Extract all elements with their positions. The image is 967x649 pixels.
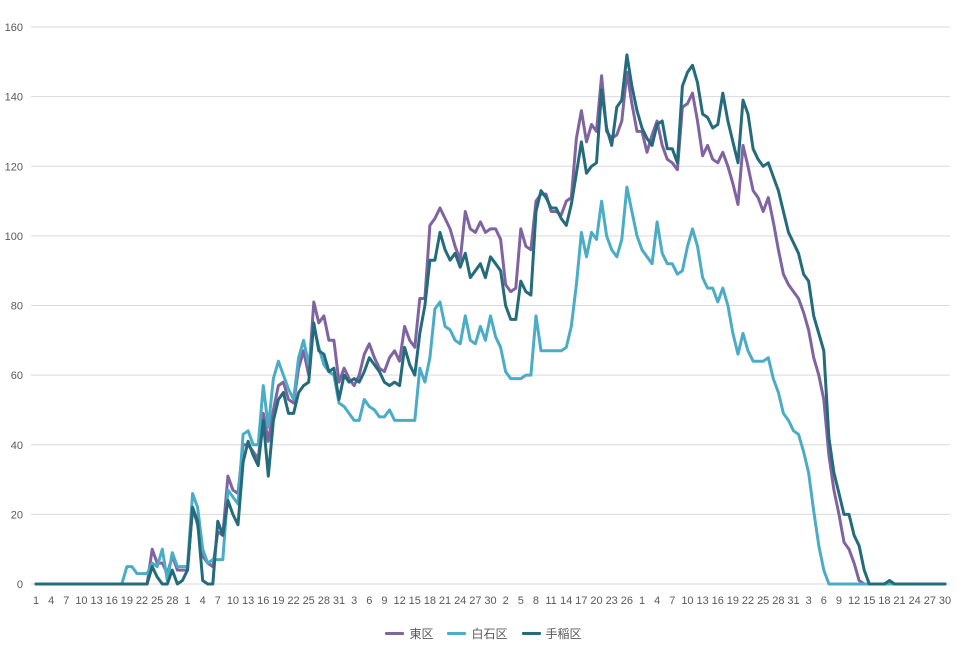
legend-swatch-teine xyxy=(521,631,541,635)
x-tick-label: 9 xyxy=(381,595,387,607)
x-tick-label: 17 xyxy=(575,595,587,607)
legend: 東区 白石区 手稲区 xyxy=(0,623,967,643)
x-tick-label: 25 xyxy=(757,595,769,607)
x-tick-label: 10 xyxy=(75,595,87,607)
x-tick-label: 5 xyxy=(518,595,524,607)
legend-item-higashi: 東区 xyxy=(385,625,433,642)
x-tick-label: 10 xyxy=(681,595,693,607)
x-tick-label: 7 xyxy=(215,595,221,607)
x-tick-label: 3 xyxy=(351,595,357,607)
y-tick-label: 40 xyxy=(11,440,23,452)
y-tick-label: 140 xyxy=(5,92,23,104)
x-tick-label: 30 xyxy=(939,595,951,607)
x-tick-label: 21 xyxy=(439,595,451,607)
x-tick-label: 25 xyxy=(151,595,163,607)
x-tick-label: 22 xyxy=(287,595,299,607)
y-tick-label: 0 xyxy=(17,579,23,591)
x-tick-label: 13 xyxy=(242,595,254,607)
legend-swatch-shiroishi xyxy=(447,631,467,635)
x-tick-label: 24 xyxy=(454,595,466,607)
x-tick-label: 25 xyxy=(303,595,315,607)
y-tick-label: 20 xyxy=(11,509,23,521)
x-tick-label: 28 xyxy=(772,595,784,607)
x-tick-label: 21 xyxy=(893,595,905,607)
x-tick-label: 7 xyxy=(63,595,69,607)
legend-swatch-higashi xyxy=(385,631,405,635)
legend-item-shiroishi: 白石区 xyxy=(447,625,508,642)
legend-item-teine: 手稲区 xyxy=(521,625,582,642)
x-tick-label: 3 xyxy=(806,595,812,607)
series-line-higashi xyxy=(34,70,947,586)
y-tick-label: 160 xyxy=(5,22,23,34)
x-tick-label: 27 xyxy=(924,595,936,607)
x-tick-label: 10 xyxy=(227,595,239,607)
x-tick-label: 6 xyxy=(821,595,827,607)
x-tick-label: 18 xyxy=(878,595,890,607)
x-tick-label: 19 xyxy=(727,595,739,607)
x-tick-label: 2 xyxy=(503,595,509,607)
x-tick-label: 22 xyxy=(742,595,754,607)
x-tick-label: 26 xyxy=(621,595,633,607)
x-tick-label: 13 xyxy=(90,595,102,607)
legend-label-teine: 手稲区 xyxy=(545,626,582,641)
x-tick-label: 30 xyxy=(484,595,496,607)
x-tick-label: 4 xyxy=(48,595,54,607)
x-tick-label: 12 xyxy=(393,595,405,607)
series-lines xyxy=(34,53,947,586)
y-axis-ticks: 0 20 40 60 80 100 120 140 160 xyxy=(5,22,23,591)
x-tick-label: 8 xyxy=(533,595,539,607)
x-tick-label: 1 xyxy=(184,595,190,607)
series-line-teine xyxy=(34,53,947,586)
y-tick-label: 60 xyxy=(11,370,23,382)
x-tick-label: 19 xyxy=(121,595,133,607)
x-tick-label: 13 xyxy=(696,595,708,607)
x-tick-label: 28 xyxy=(318,595,330,607)
x-tick-label: 28 xyxy=(166,595,178,607)
x-tick-label: 1 xyxy=(33,595,39,607)
x-tick-label: 4 xyxy=(200,595,206,607)
y-tick-label: 120 xyxy=(5,161,23,173)
x-tick-label: 31 xyxy=(787,595,799,607)
x-tick-label: 4 xyxy=(654,595,660,607)
x-tick-label: 31 xyxy=(333,595,345,607)
legend-label-higashi: 東区 xyxy=(409,626,434,641)
x-tick-label: 15 xyxy=(863,595,875,607)
x-tick-label: 1 xyxy=(639,595,645,607)
x-tick-label: 19 xyxy=(272,595,284,607)
x-tick-label: 18 xyxy=(424,595,436,607)
x-tick-label: 22 xyxy=(136,595,148,607)
x-tick-label: 12 xyxy=(848,595,860,607)
y-tick-label: 100 xyxy=(5,231,23,243)
x-tick-label: 24 xyxy=(909,595,921,607)
x-tick-label: 16 xyxy=(712,595,724,607)
x-tick-label: 14 xyxy=(560,595,572,607)
x-tick-label: 20 xyxy=(590,595,602,607)
x-tick-label: 6 xyxy=(366,595,372,607)
y-tick-label: 80 xyxy=(11,301,23,313)
x-tick-label: 23 xyxy=(606,595,618,607)
x-tick-label: 11 xyxy=(545,595,556,607)
x-tick-label: 27 xyxy=(469,595,481,607)
x-axis-ticks: 1 4 7 10 13 16 19 22 25 28 1 4 7 10 13 16 19 22 25 28 31 3 6 9 1… xyxy=(33,595,951,607)
x-tick-label: 9 xyxy=(836,595,842,607)
x-tick-label: 16 xyxy=(257,595,269,607)
x-tick-label: 16 xyxy=(106,595,118,607)
series-line-shiroishi xyxy=(34,185,947,586)
legend-label-shiroishi: 白石区 xyxy=(471,626,508,641)
x-tick-label: 7 xyxy=(669,595,675,607)
x-tick-label: 15 xyxy=(409,595,421,607)
gridlines xyxy=(31,26,950,585)
